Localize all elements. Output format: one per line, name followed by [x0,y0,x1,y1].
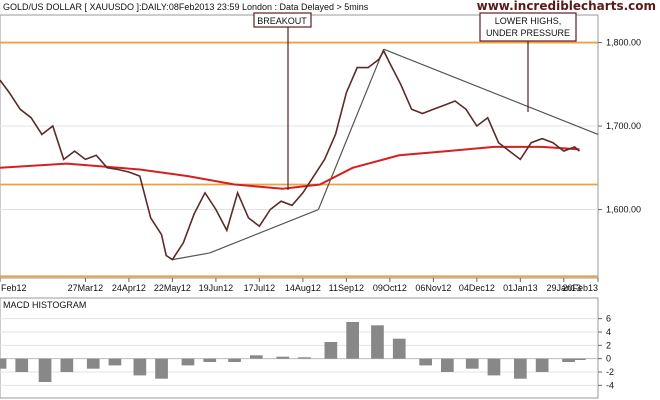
macd-bar [441,358,454,372]
y-tick-label: 1,800.00 [606,38,641,48]
trendline [209,208,319,254]
x-tick-label: 22May12 [154,283,191,293]
trendline [317,49,385,210]
macd-bar [86,358,100,369]
macd-y-tick-label: 0 [606,354,611,364]
macd-bar [487,358,501,376]
macd-y-tick-label: -4 [606,380,614,390]
x-tick-label: 14Aug12 [285,283,321,293]
x-tick-label: 29Jan13 [547,283,582,293]
lower-highs-label-2: UNDER PRESSURE [486,28,570,38]
x-tick-label: 04Dec12 [459,283,495,293]
macd-y-tick-label: 4 [606,327,611,337]
macd-histogram-bars [0,322,586,382]
macd-bar [155,358,168,379]
x-tick-label: 11Sep12 [329,283,364,293]
x-tick-label: 19Jun12 [199,283,234,293]
macd-bar [38,358,52,382]
macd-title: MACD HISTOGRAM [3,300,86,310]
macd-plot-area: MACD HISTOGRAM 6 4 2 0 -2 -4 [0,297,614,399]
macd-bar [562,358,575,362]
trendlines [172,48,599,261]
x-tick-label: 06Nov12 [415,283,451,293]
moving-average-line [0,145,580,190]
macd-bar [181,358,195,366]
macd-bar [298,357,311,359]
macd-bar [108,358,122,366]
macd-bar [392,338,406,359]
x-tick-label: 01Jan13 [503,283,538,293]
macd-bar [371,325,384,359]
x-tick-label: 27Mar12 [68,283,104,293]
breakout-annotation: BREAKOUT [253,12,312,190]
macd-bar [60,358,74,372]
trendline [172,252,210,261]
macd-bar [535,358,549,372]
x-tick-label: 24Apr12 [112,283,146,293]
macd-bar [465,358,479,369]
upper-plot-area: 1,600.00 1,700.00 1,800.00 Feb12 27Mar12 24A… [0,14,641,293]
macd-bar [419,358,432,366]
macd-bar [346,322,359,359]
date-x-axis: Feb12 27Mar12 24Apr12 22May12 19Jun12 17Jul12… [0,278,599,293]
macd-bar [0,358,7,369]
macd-bar [133,358,147,376]
macd-bar [276,356,290,359]
brand-watermark: www.incrediblecharts.com [477,0,656,13]
macd-bar [228,358,241,362]
x-tick-label: Feb12 [1,283,27,293]
support-resistance-lines [0,41,598,278]
macd-bar [514,358,527,379]
chart-title: GOLD/US DOLLAR [ XAUUSDO ]:DAILY:08Feb20… [3,2,369,12]
y-tick-label: 1,600.00 [606,205,641,215]
y-tick-label: 1,700.00 [606,121,641,131]
macd-bar [324,342,338,359]
macd-y-tick-label: -2 [606,367,614,377]
macd-y-tick-label: 2 [606,340,611,350]
macd-y-axis: 6 4 2 0 -2 -4 [598,314,614,390]
macd-bar [573,358,586,360]
trendline [383,48,599,135]
price-line [0,49,580,261]
macd-bar [250,355,263,359]
macd-bar [203,358,217,362]
lower-highs-label-1: LOWER HIGHS, [495,16,562,26]
price-y-axis: 1,600.00 1,700.00 1,800.00 [598,38,641,215]
x-tick-label: 17Jul12 [244,283,276,293]
x-tick-label: 20Feb13 [562,283,598,293]
macd-y-tick-label: 6 [606,314,611,324]
macd-bar [15,358,29,372]
lower-highs-annotation: LOWER HIGHS, UNDER PRESSURE [479,12,577,112]
breakout-label: BREAKOUT [257,16,307,26]
x-tick-label: 09Oct12 [373,283,407,293]
